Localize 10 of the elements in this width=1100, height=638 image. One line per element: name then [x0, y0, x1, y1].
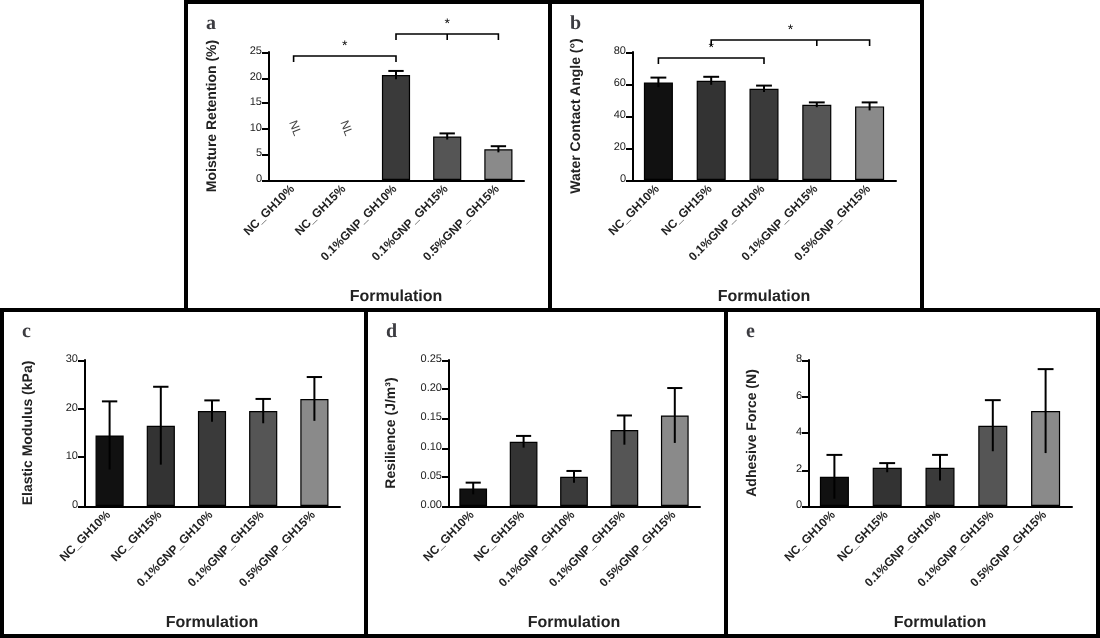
- x-axis-title: Formulation: [527, 613, 621, 631]
- chart-title: b: [570, 13, 582, 35]
- chart-title: e: [746, 321, 756, 343]
- x-axis-title: Formulation: [893, 613, 987, 631]
- x-axis-title: Formulation: [717, 287, 811, 305]
- chart-title: c: [22, 321, 32, 343]
- x-axis-title: Formulation: [165, 613, 259, 631]
- chart-title: d: [386, 321, 398, 343]
- chart-title: a: [206, 13, 216, 35]
- x-axis-title: Formulation: [349, 287, 443, 305]
